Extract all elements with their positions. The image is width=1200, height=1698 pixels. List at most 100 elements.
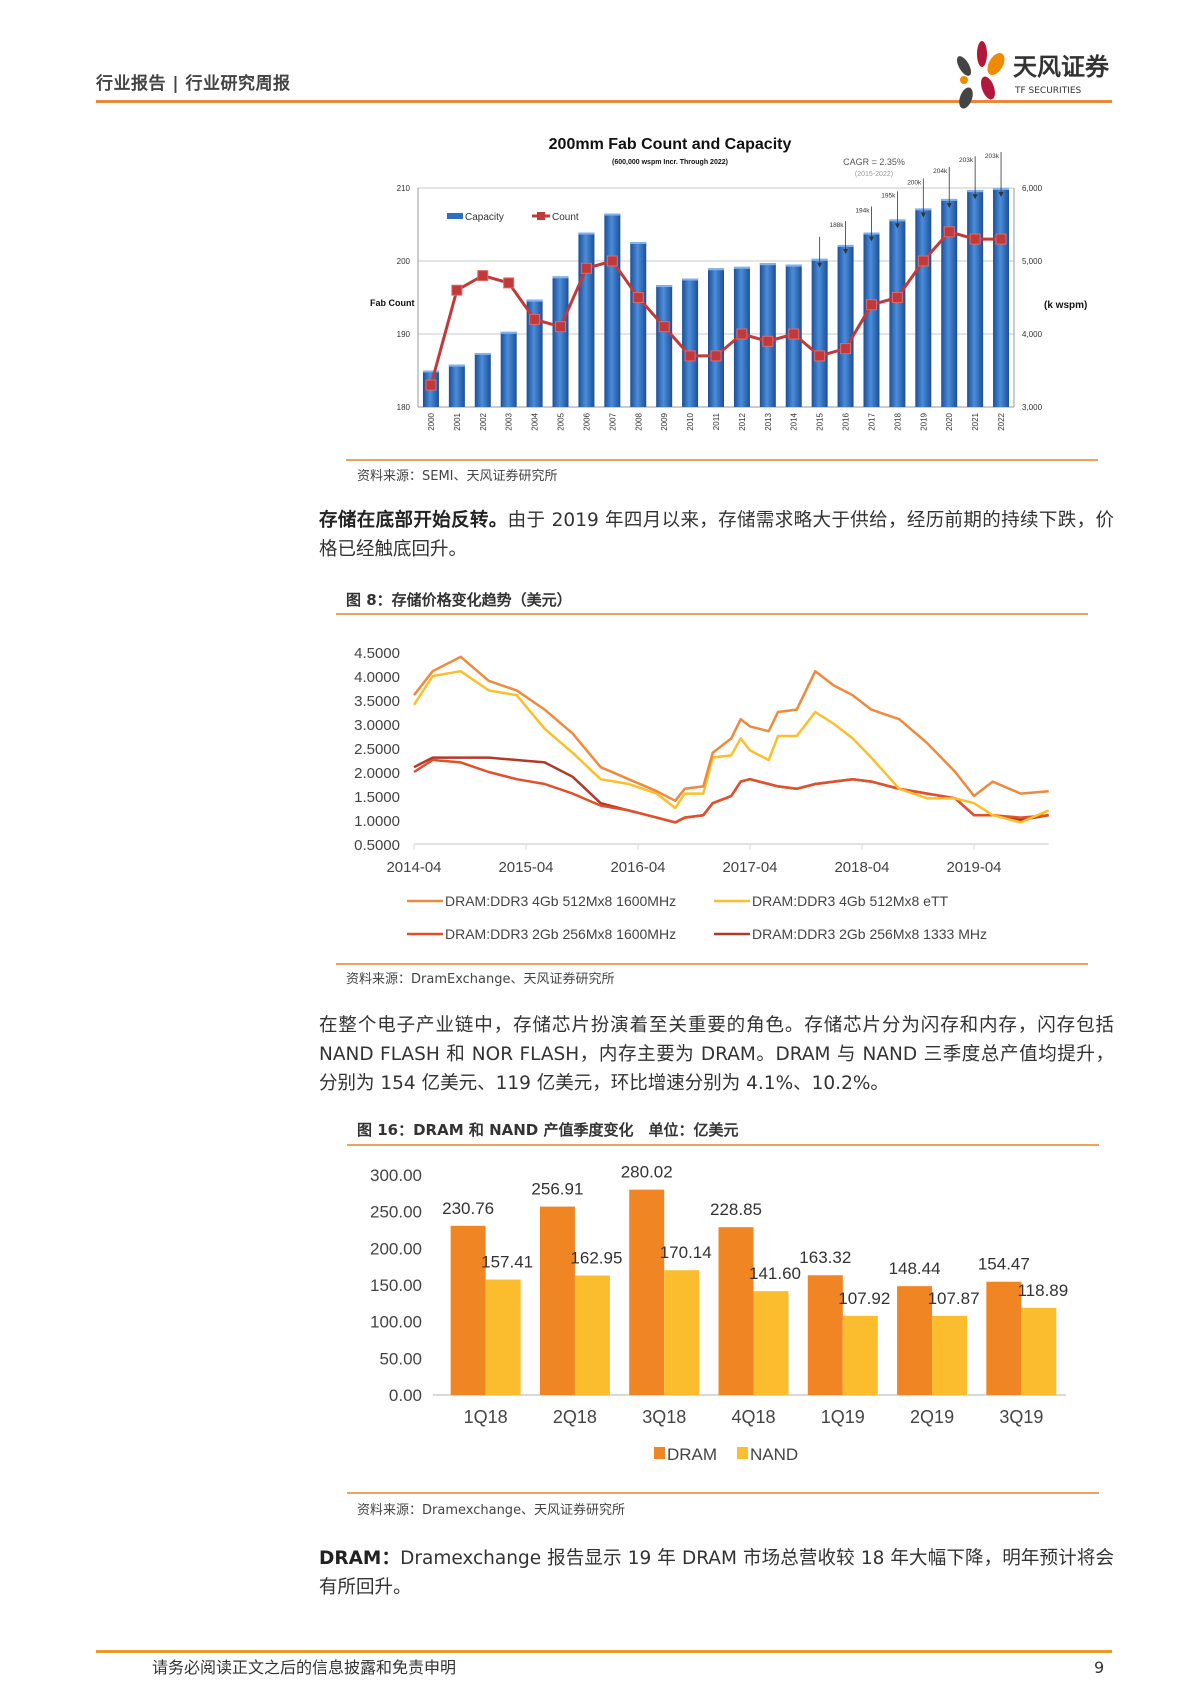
logo-text-en: TF SECURITIES [1015, 86, 1082, 96]
dram-value-label: 228.85 [710, 1200, 762, 1219]
price-line-3 [413, 758, 1049, 824]
y-tick-label: 2.0000 [354, 765, 400, 782]
capacity-annotation: 203k [985, 153, 1000, 160]
nand-bar [574, 1275, 610, 1395]
y-tick-label: 0.5000 [354, 837, 400, 854]
count-marker [451, 284, 463, 296]
legend-label-nand: NAND [750, 1445, 798, 1464]
count-marker [736, 328, 748, 340]
arrow-head [894, 223, 900, 229]
capacity-bar-cap [682, 278, 699, 281]
y-tick-label: 3.0000 [354, 717, 400, 734]
cagr-annotation: CAGR = 2.35% [843, 157, 905, 167]
capacity-bar [759, 263, 776, 407]
price-line-2 [412, 669, 1050, 824]
capacity-bar [708, 268, 724, 407]
paragraph-dram: DRAM：Dramexchange 报告显示 19 年 DRAM 市场总营收较 … [319, 1544, 1114, 1602]
legend-swatch-dram [654, 1447, 665, 1459]
logo-petal [977, 41, 987, 67]
right-tick-label: 5,000 [1022, 257, 1043, 266]
y-tick-label: 200.00 [370, 1239, 422, 1258]
arrow-head [868, 236, 874, 242]
capacity-bar [889, 219, 906, 407]
y-tick-label: 50.00 [379, 1349, 422, 1368]
x-tick-label: 4Q18 [731, 1407, 775, 1427]
figure-rule [347, 1492, 1099, 1494]
count-marker [425, 379, 437, 391]
capacity-bar [448, 364, 465, 407]
nand-bar [1021, 1307, 1057, 1395]
logo-dot [960, 76, 968, 84]
count-marker [606, 255, 618, 267]
year-tick-label: 2022 [997, 412, 1006, 430]
nand-bar [842, 1315, 878, 1395]
nand-bar [932, 1315, 968, 1395]
capacity-bar [811, 258, 828, 407]
x-tick-label: 2017-04 [722, 859, 777, 876]
y-tick-label: 2.5000 [354, 741, 400, 758]
paragraph-lead: 存储在底部开始反转。 [319, 510, 508, 531]
logo-petal [981, 76, 995, 100]
capacity-bar-cap [552, 276, 569, 279]
legend-label: DRAM:DDR3 2Gb 256Mx8 1600MHz [445, 926, 676, 942]
year-tick-label: 2006 [582, 412, 591, 430]
count-marker [814, 350, 826, 362]
y-tick-label: 150.00 [370, 1276, 422, 1295]
nand-bar [485, 1279, 521, 1395]
left-tick-label: 180 [397, 403, 411, 412]
legend-label: DRAM:DDR3 4Gb 512Mx8 1600MHz [445, 893, 676, 909]
capacity-annotation: 188k [829, 222, 844, 229]
x-tick-label: 2Q18 [553, 1407, 597, 1427]
capacity-annotation: 194k [855, 208, 870, 215]
count-marker [865, 299, 877, 311]
y-tick-label: 1.5000 [354, 789, 400, 806]
price-line-1 [413, 655, 1049, 803]
count-marker [477, 270, 489, 282]
figure-rule [336, 613, 1088, 615]
y-tick-label: 3.5000 [354, 693, 400, 710]
dram-bar [629, 1189, 665, 1395]
count-marker [503, 277, 515, 289]
capacity-bar-cap [448, 364, 465, 367]
year-tick-label: 2015 [816, 412, 825, 430]
dram-bar [718, 1227, 754, 1395]
legend-label: DRAM:DDR3 4Gb 512Mx8 eTT [752, 893, 949, 909]
y-tick-label: 100.00 [370, 1313, 422, 1332]
chart-legend: Capacity Count [447, 212, 579, 223]
year-tick-label: 2014 [790, 412, 799, 430]
right-tick-label: 4,000 [1022, 330, 1043, 339]
capacity-bar [941, 198, 958, 407]
dram-bar [897, 1286, 933, 1395]
dram-value-label: 230.76 [442, 1199, 494, 1218]
capacity-bar [682, 278, 699, 407]
paragraph-memory-overview: 在整个电子产业链中，存储芯片扮演着至关重要的角色。存储芯片分为闪存和内存，闪存包… [319, 1015, 1114, 1094]
capacity-annotation: 195k [881, 192, 896, 199]
count-marker [580, 262, 592, 274]
year-tick-label: 2016 [842, 412, 851, 430]
capacity-bar-cap [578, 232, 595, 235]
capacity-bar-cap [422, 370, 439, 373]
x-tick-label: 2014-04 [386, 859, 441, 876]
arrow-head [972, 194, 978, 200]
y-tick-label: 4.0000 [354, 669, 400, 686]
capacity-bar-cap [759, 263, 776, 266]
cagr-period: (2015-2022) [855, 171, 893, 178]
figure-source: 资料来源：SEMI、天风证券研究所 [357, 469, 558, 484]
y-tick-label: 0.00 [389, 1386, 422, 1405]
dram-value-label: 154.47 [978, 1255, 1030, 1274]
capacity-annotation: 204k [933, 168, 948, 175]
year-tick-label: 2009 [660, 412, 669, 430]
count-marker [658, 321, 670, 333]
right-axis-label: (k wspm) [1044, 300, 1087, 311]
x-tick-label: 1Q19 [821, 1407, 865, 1427]
nand-bar [664, 1270, 700, 1395]
legend-label-capacity: Capacity [465, 212, 504, 223]
capacity-bar [837, 244, 854, 407]
capacity-bar-cap [500, 331, 517, 334]
footer-rule [96, 1650, 1112, 1653]
count-marker [555, 321, 567, 333]
legend-label: DRAM:DDR3 2Gb 256Mx8 1333 MHz [752, 926, 987, 942]
capacity-bar [552, 276, 569, 407]
